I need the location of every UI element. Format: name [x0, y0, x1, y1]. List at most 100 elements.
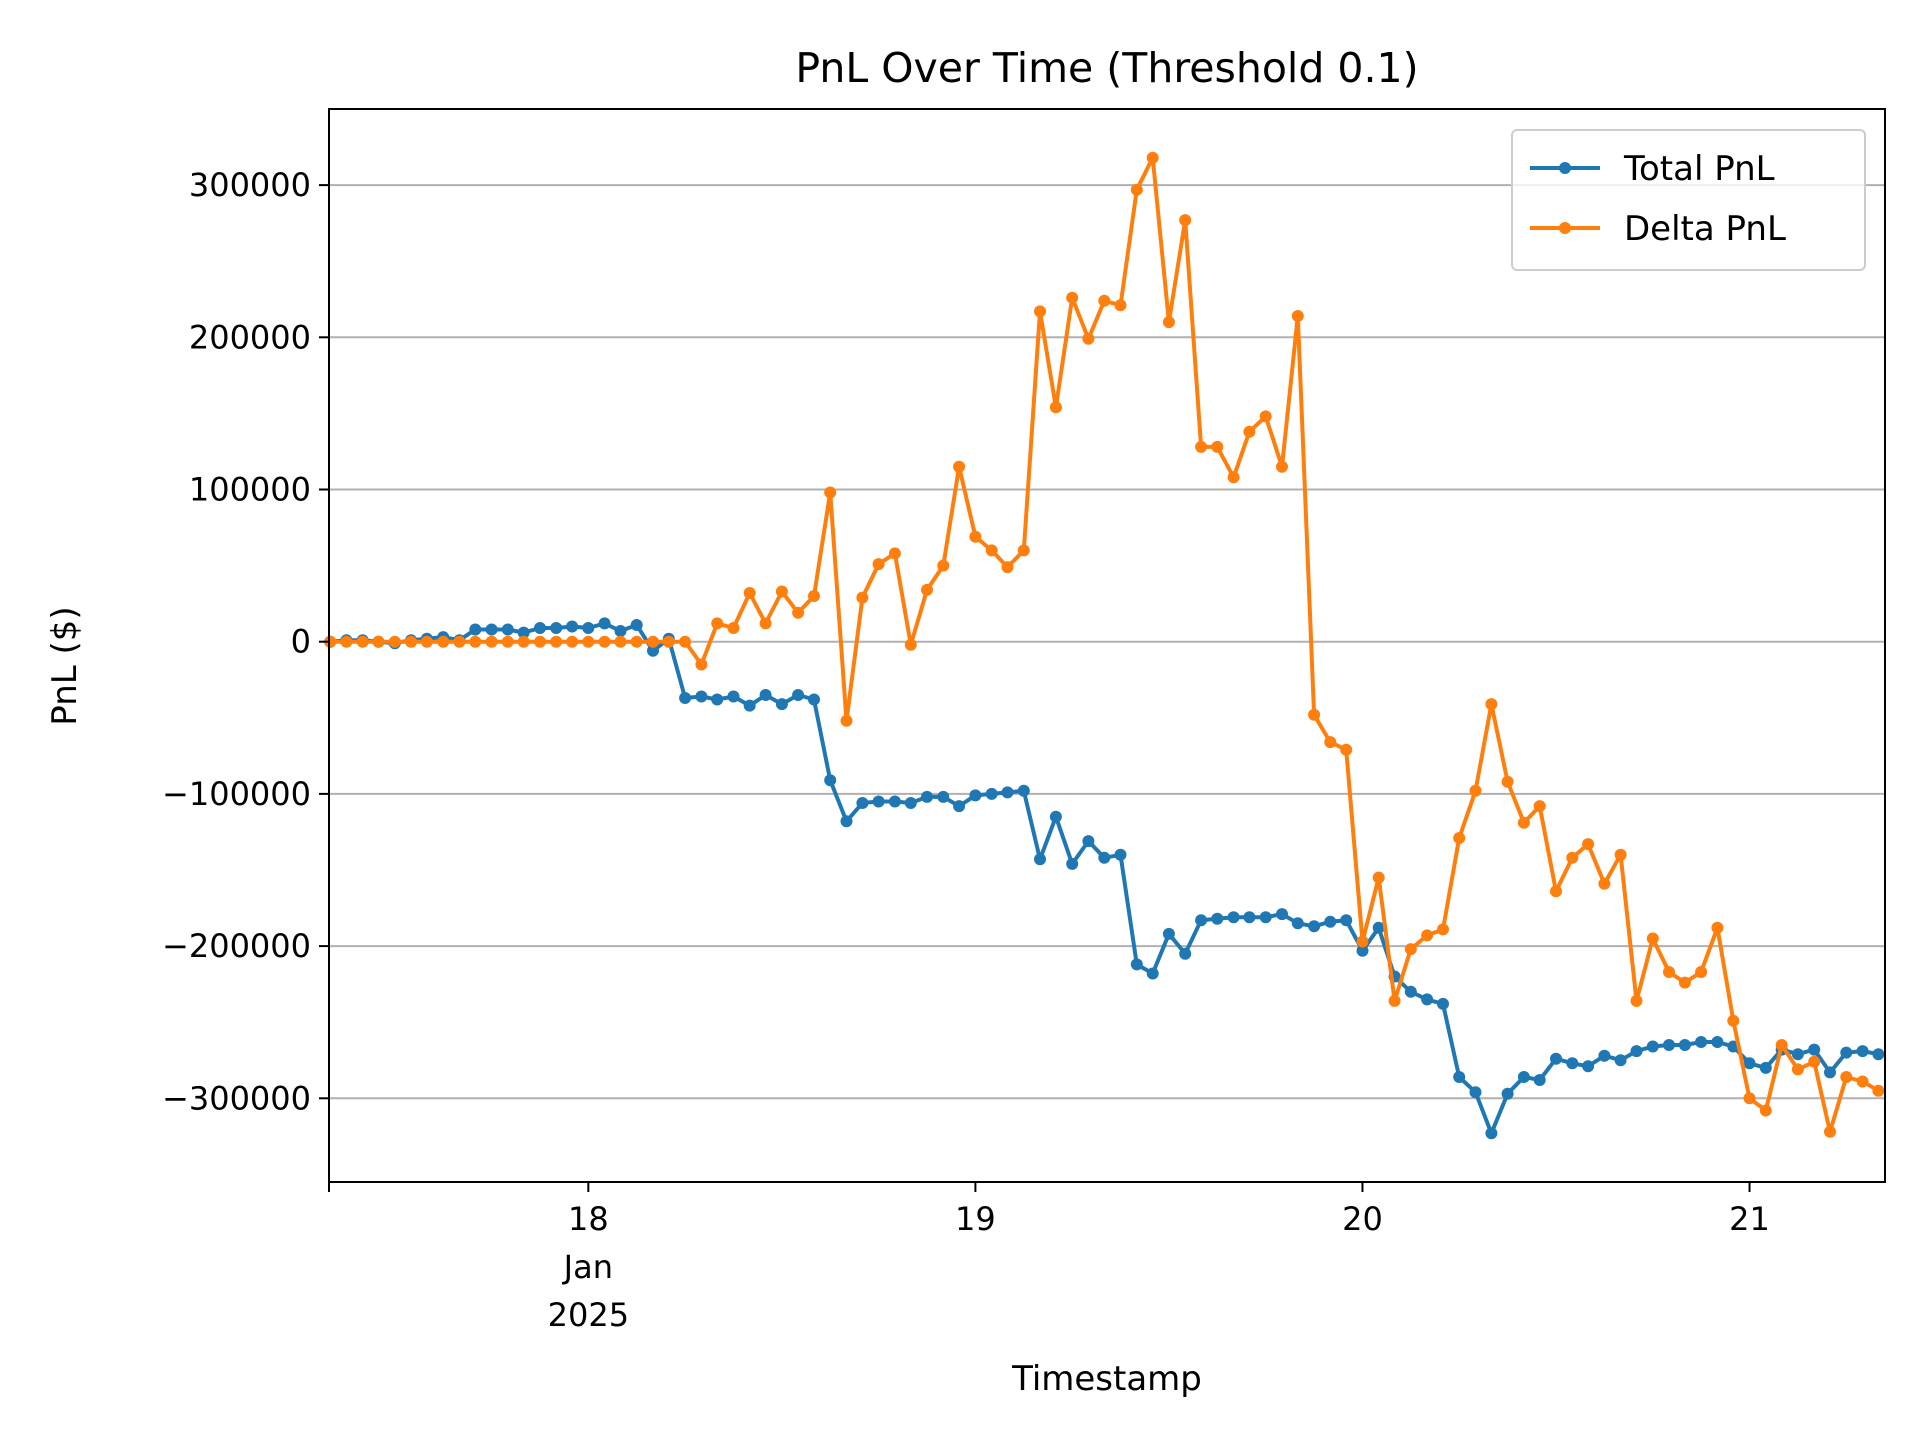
data-point: [1179, 214, 1192, 227]
data-point: [1421, 993, 1434, 1006]
data-point: [937, 790, 950, 803]
data-point: [775, 585, 788, 598]
data-point: [1566, 1057, 1579, 1070]
data-point: [824, 774, 837, 787]
data-point: [1678, 1039, 1691, 1051]
data-point: [695, 658, 708, 671]
data-point: [1130, 183, 1143, 196]
data-point: [1195, 914, 1208, 927]
data-point: [1711, 921, 1724, 934]
data-point: [872, 795, 885, 808]
data-point: [904, 638, 917, 651]
data-point: [1727, 1014, 1740, 1027]
data-point: [1114, 299, 1127, 312]
data-point: [469, 635, 482, 648]
data-point: [743, 699, 756, 712]
data-point: [1566, 851, 1579, 864]
data-point: [1259, 911, 1272, 924]
series-delta-pnl: [324, 151, 1885, 1138]
x-tick-label: 19: [955, 1200, 996, 1238]
data-point: [1356, 944, 1369, 957]
data-point: [1759, 1061, 1772, 1074]
data-point: [1678, 976, 1691, 989]
data-point: [1227, 911, 1240, 924]
data-point: [1872, 1084, 1885, 1097]
series-total-pnl: [324, 617, 1885, 1140]
data-point: [1743, 1057, 1756, 1070]
plot-frame: [328, 108, 1886, 1183]
y-tick-label: 300000: [189, 166, 311, 204]
data-point: [969, 530, 982, 543]
legend-label: Total PnL: [1623, 149, 1775, 189]
y-tick-label: 0: [291, 623, 311, 661]
data-point: [662, 635, 675, 648]
data-point: [1404, 985, 1417, 998]
data-point: [437, 635, 450, 648]
data-point: [1162, 927, 1175, 940]
data-point: [792, 689, 805, 701]
data-point: [1582, 838, 1595, 851]
x-tick-label: 21: [1729, 1200, 1770, 1238]
data-point: [501, 623, 514, 636]
data-point: [1098, 294, 1111, 307]
data-point: [775, 698, 788, 711]
data-point: [1179, 947, 1192, 960]
data-point: [1308, 708, 1321, 721]
data-point: [582, 635, 595, 648]
data-point: [1501, 775, 1514, 788]
y-axis-ticks: 300000 200000 100000 0 −100000 −200000 −300000: [162, 166, 329, 1117]
data-point: [1646, 932, 1659, 945]
y-tick-label: −200000: [162, 927, 311, 965]
series-line: [330, 621, 1879, 1136]
data-point: [1421, 929, 1434, 942]
y-tick-label: −300000: [162, 1079, 311, 1117]
y-tick-label: 200000: [189, 318, 311, 356]
data-point: [1485, 1127, 1498, 1140]
data-point: [340, 635, 353, 648]
data-point: [1162, 316, 1175, 329]
data-point: [1791, 1048, 1804, 1061]
data-point: [792, 606, 805, 619]
data-point: [824, 486, 837, 499]
data-point: [1582, 1060, 1595, 1073]
data-point: [1098, 851, 1111, 864]
data-point: [840, 815, 853, 828]
data-point: [1276, 908, 1288, 921]
data-point: [630, 619, 643, 631]
data-point: [1743, 1092, 1756, 1105]
data-point: [1695, 1036, 1708, 1048]
data-point: [1211, 440, 1224, 453]
data-point: [679, 692, 692, 704]
data-point: [969, 789, 982, 802]
data-point: [1195, 440, 1208, 453]
data-point: [517, 626, 530, 639]
data-point: [1646, 1040, 1659, 1053]
data-point: [1808, 1043, 1821, 1056]
data-point: [1001, 786, 1014, 799]
data-point: [888, 795, 901, 808]
data-point: [1243, 911, 1256, 924]
data-point: [453, 635, 466, 648]
data-point: [1469, 784, 1482, 797]
data-point: [614, 635, 627, 648]
data-point: [1324, 736, 1337, 749]
data-point: [985, 544, 998, 557]
data-point: [1404, 943, 1417, 956]
data-point: [1437, 923, 1449, 936]
data-point: [1034, 305, 1046, 318]
data-point: [1340, 743, 1353, 756]
data-point: [566, 620, 579, 633]
data-point: [1114, 848, 1127, 861]
data-point: [356, 635, 369, 648]
data-point: [550, 622, 563, 634]
data-point: [614, 625, 627, 637]
data-point: [1711, 1036, 1724, 1048]
data-point: [1356, 935, 1369, 948]
data-point: [1001, 561, 1014, 574]
data-point: [1598, 1049, 1611, 1062]
data-point: [485, 623, 498, 636]
chart-title: PnL Over Time (Threshold 0.1): [795, 44, 1418, 92]
data-point: [1146, 151, 1159, 164]
legend-box: [1511, 129, 1866, 271]
